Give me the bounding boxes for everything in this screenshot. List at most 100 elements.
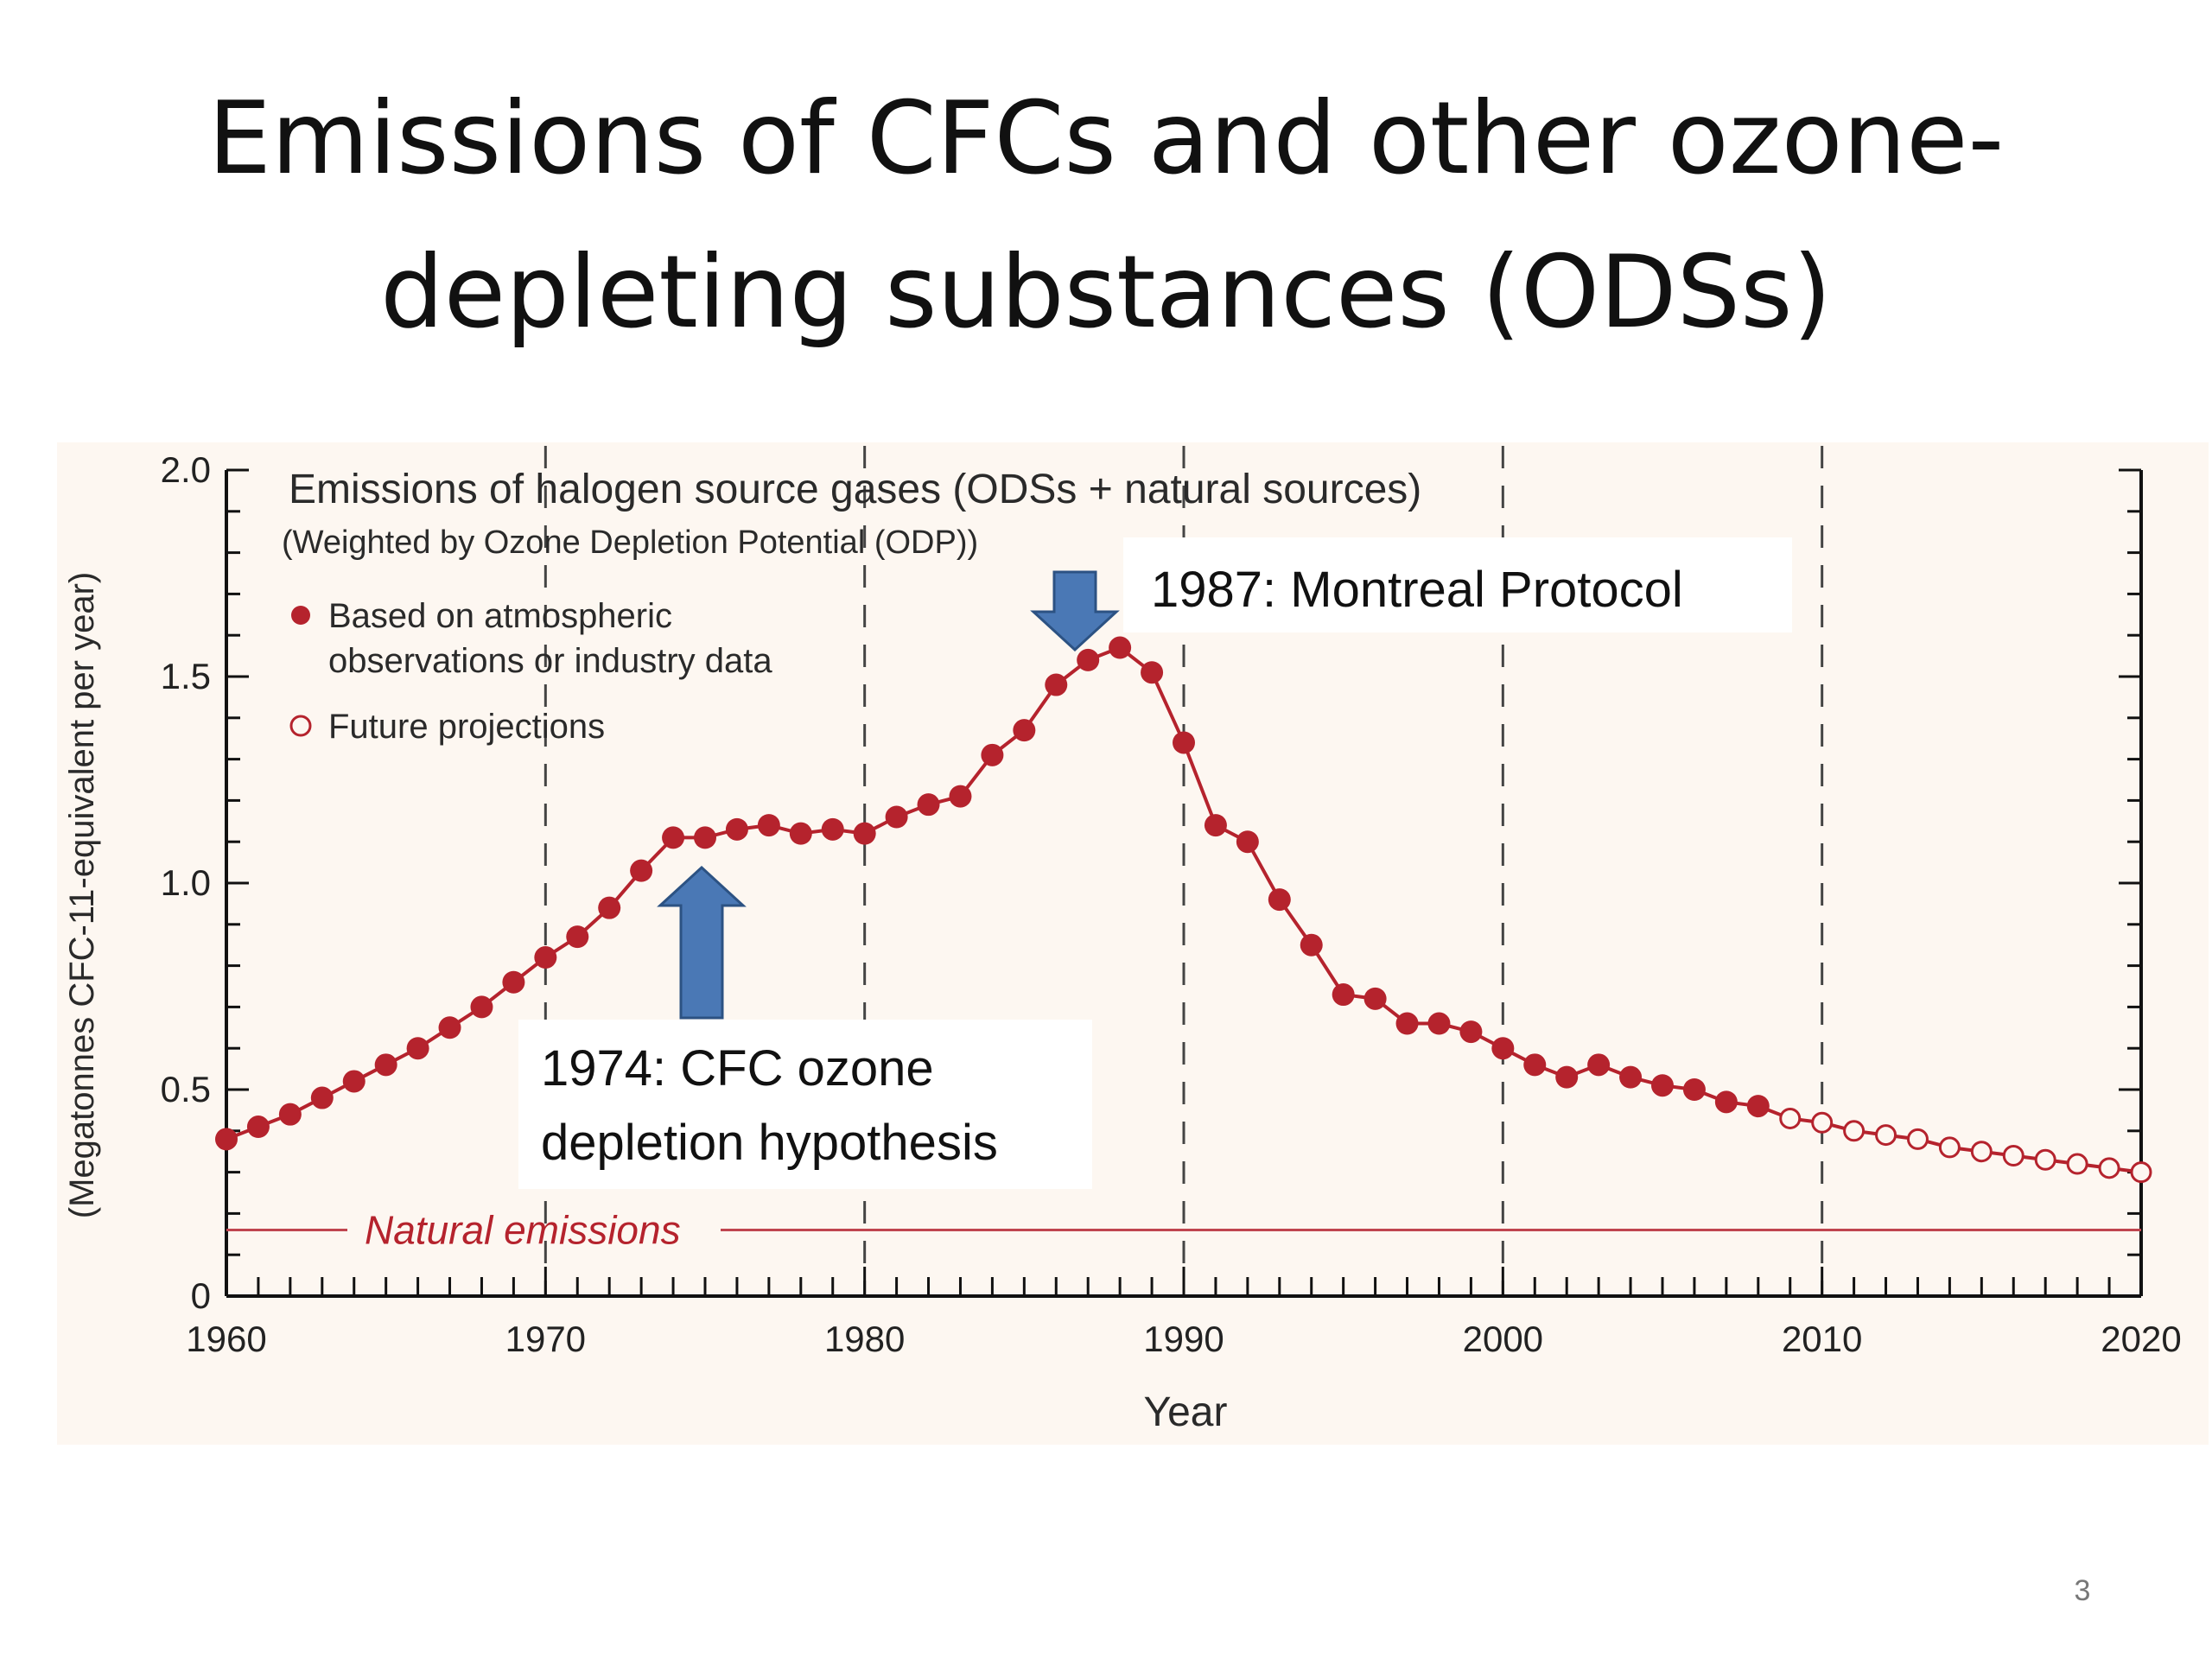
observed-point-1984 (981, 743, 1004, 766)
observed-point-2008 (1746, 1095, 1770, 1118)
montreal-down-arrow-icon (1030, 570, 1120, 652)
montreal-callout-text: 1987: Montreal Protocol (1151, 562, 1683, 618)
observed-point-1980 (853, 822, 876, 845)
hypothesis-callout-box (518, 1020, 1092, 1189)
axes: 1960 1970 1980 1990 2000 2010 2020 0 0.5 1.0 1.5 2.… (161, 449, 2182, 1359)
projected-point-2010 (1811, 1111, 1834, 1134)
observed-point-1990 (1173, 731, 1195, 754)
observed-point-1986 (1045, 673, 1068, 696)
chart-title: Emissions of halogen source gases (ODSs … (289, 467, 1421, 512)
observed-point-2006 (1682, 1078, 1706, 1101)
observed-point-1988 (1109, 636, 1132, 659)
projected-point-2009 (1779, 1107, 1802, 1129)
slide-title-line-1: Emissions of CFCs and other ozone- (207, 80, 2005, 197)
observed-point-1983 (949, 785, 972, 808)
observed-point-1960 (215, 1128, 238, 1151)
observed-point-1991 (1204, 814, 1227, 837)
observed-point-1998 (1427, 1012, 1451, 1035)
x-tick-label-1990: 1990 (1143, 1319, 1224, 1359)
observed-point-1994 (1300, 933, 1323, 957)
observed-point-2004 (1619, 1065, 1643, 1089)
slide-title: Emissions of CFCs and other ozone- deple… (0, 62, 2212, 370)
observed-point-1987 (1077, 648, 1100, 671)
x-tick-label-2010: 2010 (1782, 1319, 1862, 1359)
projected-point-2011 (1843, 1120, 1866, 1142)
observed-point-1973 (630, 859, 653, 882)
x-axis-label: Year (1144, 1389, 1228, 1435)
projected-point-2012 (1875, 1124, 1897, 1147)
x-tick-label-2020: 2020 (2101, 1319, 2181, 1359)
observed-point-1974 (662, 826, 685, 849)
hypothesis-up-arrow-icon (657, 865, 747, 1020)
observed-point-2002 (1555, 1065, 1579, 1089)
observed-point-2007 (1714, 1090, 1738, 1114)
natural-emissions-label: Natural emissions (365, 1208, 681, 1253)
observed-point-2003 (1587, 1053, 1611, 1077)
observed-point-2001 (1523, 1053, 1547, 1077)
x-tick-label-1960: 1960 (186, 1319, 266, 1359)
observed-point-1999 (1459, 1020, 1483, 1044)
montreal-callout: 1987: Montreal Protocol (1123, 537, 1792, 632)
y-tick-label-4: 2.0 (161, 449, 211, 490)
observed-point-1964 (342, 1070, 365, 1093)
observed-point-2005 (1651, 1074, 1674, 1097)
observed-point-1968 (470, 995, 493, 1019)
observed-point-1992 (1236, 830, 1259, 854)
observed-point-1978 (789, 822, 812, 845)
y-tick-label-0: 0 (191, 1275, 211, 1316)
observed-point-1985 (1013, 719, 1036, 742)
observed-point-1975 (694, 826, 716, 849)
y-axis-label: (Megatonnes CFC-11-equivalent per year) (63, 572, 101, 1219)
projected-point-2017 (2034, 1148, 2056, 1171)
legend-observed-line-1: Based on atmospheric (328, 597, 672, 635)
projected-point-2015 (1970, 1141, 1993, 1163)
observed-point-1965 (374, 1053, 397, 1077)
montreal-callout-box (1123, 537, 1792, 632)
projected-point-2019 (2098, 1157, 2120, 1179)
hypothesis-callout-line-2: depletion hypothesis (541, 1115, 998, 1171)
observed-point-1989 (1141, 661, 1164, 684)
observed-point-1995 (1332, 983, 1355, 1007)
observed-point-1976 (725, 817, 748, 841)
slide-title-line-2: depleting substances (ODSs) (380, 234, 1832, 351)
legend-observed-line-2: observations or industry data (328, 642, 772, 680)
observed-point-1969 (502, 970, 525, 994)
observed-point-1963 (310, 1086, 334, 1109)
chart-subtitle: (Weighted by Ozone Depletion Potential (… (282, 524, 978, 561)
projected-point-2013 (1906, 1128, 1929, 1150)
natural-emissions: Natural emissions (226, 1208, 2141, 1253)
legend-filled-marker (291, 606, 310, 625)
hypothesis-callout: 1974: CFC ozone depletion hypothesis (518, 1020, 1092, 1189)
observed-point-1970 (534, 946, 557, 969)
x-tick-label-2000: 2000 (1463, 1319, 1543, 1359)
legend: Based on atmospheric observations or ind… (289, 597, 772, 746)
y-tick-label-2: 1.0 (161, 862, 211, 903)
y-tick-label-3: 1.5 (161, 656, 211, 696)
observed-point-1967 (438, 1016, 461, 1039)
projected-point-2020 (2130, 1161, 2152, 1184)
observed-point-1977 (757, 814, 780, 837)
observed-point-1962 (278, 1103, 302, 1126)
projected-point-2014 (1938, 1136, 1961, 1159)
y-tick-label-1: 0.5 (161, 1069, 211, 1109)
observed-point-1979 (821, 817, 844, 841)
observed-point-1982 (917, 793, 940, 817)
observed-point-1972 (598, 896, 621, 919)
observed-point-1993 (1268, 888, 1291, 912)
legend-projected: Future projections (328, 708, 605, 746)
observed-point-1971 (566, 925, 589, 949)
x-tick-label-1970: 1970 (505, 1319, 586, 1359)
observed-point-2000 (1491, 1037, 1515, 1060)
observed-point-1997 (1395, 1012, 1419, 1035)
hypothesis-callout-line-1: 1974: CFC ozone (541, 1040, 934, 1096)
observed-point-1966 (406, 1037, 429, 1060)
projected-point-2016 (2002, 1144, 2024, 1166)
observed-point-1961 (246, 1116, 270, 1139)
observed-point-1996 (1363, 987, 1387, 1010)
page-number: 3 (2074, 1574, 2091, 1607)
legend-open-marker (289, 715, 312, 737)
series-layer (215, 636, 2152, 1184)
projected-point-2018 (2066, 1153, 2088, 1175)
observed-point-1981 (885, 805, 908, 829)
